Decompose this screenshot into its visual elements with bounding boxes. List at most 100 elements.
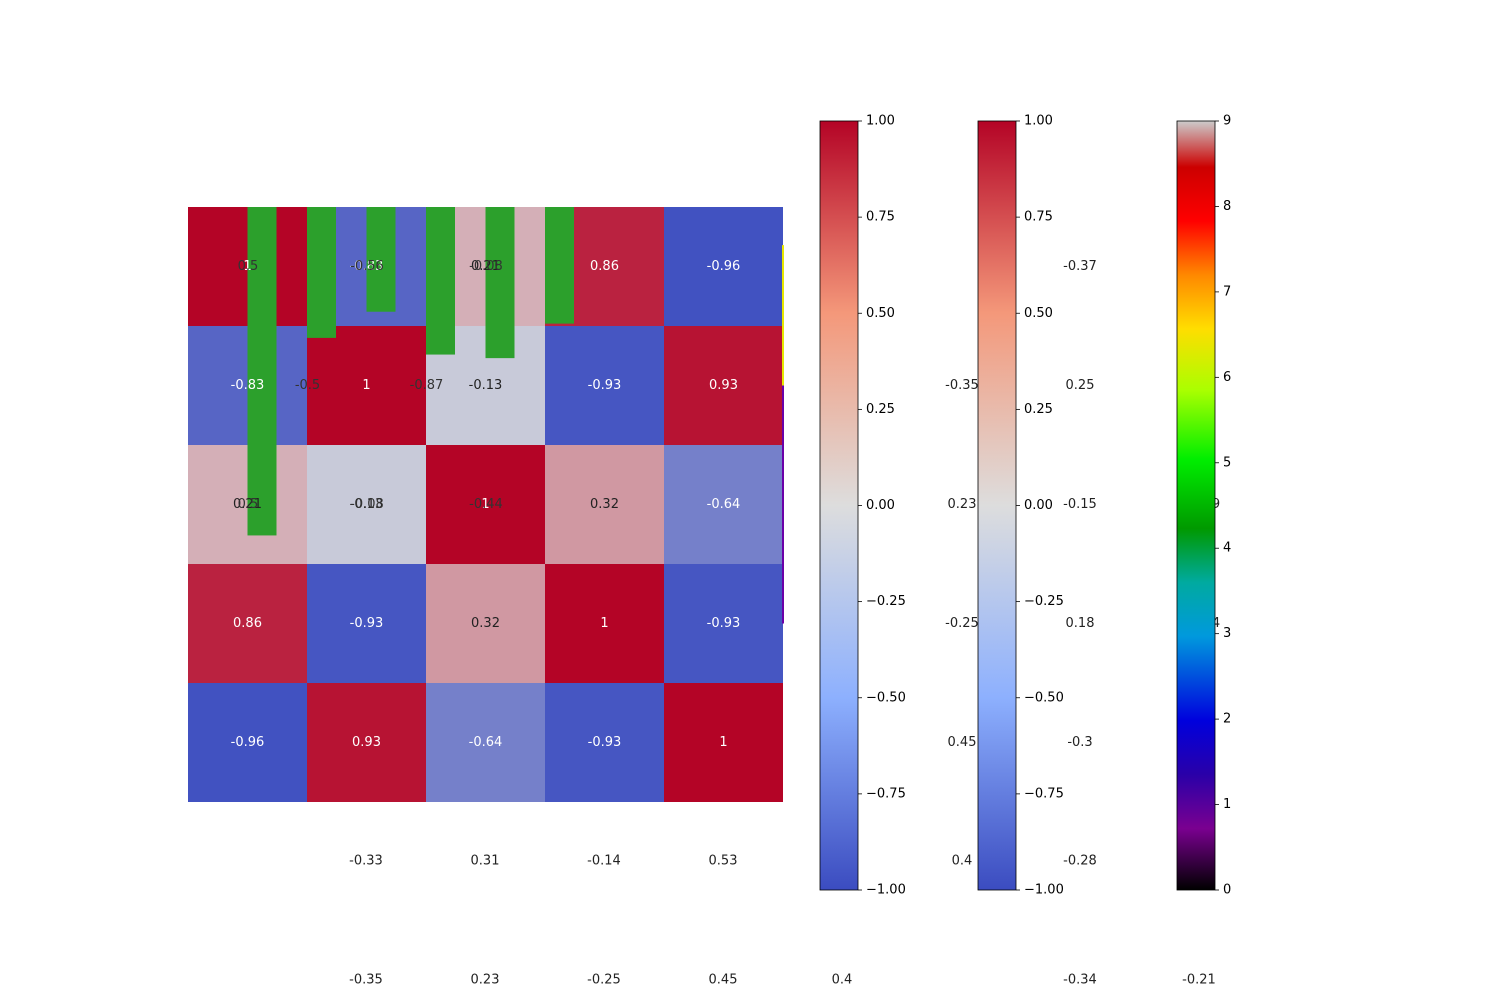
- colorbar-tick-label: −1.00: [1024, 883, 1064, 898]
- heatmap-cell: [545, 445, 664, 564]
- overlay-label: -0.08: [469, 259, 503, 274]
- colorbar-tick-label: 0.25: [866, 402, 895, 417]
- colorbar-tick-label: 1: [1223, 797, 1231, 812]
- heatmap-cell: [664, 683, 783, 802]
- green-bar: [545, 207, 574, 324]
- heatmap-cell: [664, 445, 783, 564]
- green-bars: [247, 207, 784, 624]
- colorbar-tick-label: 0.50: [1024, 306, 1053, 321]
- heatmap-cell: [545, 564, 664, 683]
- colorbar-tick-label: 9: [1223, 114, 1231, 129]
- cell-value-label: 1: [243, 259, 251, 274]
- colorbars: 1.00 0.75 0.50 0.25 0.00 −0.25 −0.50 −0.75 −1.00…: [819, 114, 1231, 898]
- cell-value-label: 0.21: [233, 497, 262, 512]
- cell-value-label: -0.13: [350, 497, 384, 512]
- side-value-label: 4: [1212, 616, 1220, 631]
- overlay-label: 0.5: [238, 259, 259, 274]
- cell-value-label: 0.93: [352, 735, 381, 750]
- cell-value-label: -0.13: [469, 378, 503, 393]
- side-value-label: 0.45: [948, 735, 977, 750]
- cell-value-label: -0.93: [350, 616, 384, 631]
- colorbar-tick-label: 1.00: [1024, 114, 1053, 129]
- side-value-label: 0.4: [952, 854, 973, 869]
- green-bar: [366, 207, 396, 312]
- cell-value-label: 1: [719, 735, 727, 750]
- bottom-value-label: -0.25: [587, 973, 621, 988]
- heatmap-cells: [188, 207, 783, 802]
- side-value-label: -0.35: [945, 378, 979, 393]
- colorbar-tick-label: 8: [1223, 199, 1231, 214]
- cell-value-label: -0.64: [469, 735, 503, 750]
- side-value-label: 9: [1212, 497, 1220, 512]
- bottom-value-label: 0.23: [471, 973, 500, 988]
- overlay-label: -0.44: [469, 497, 503, 512]
- green-bar: [426, 207, 455, 355]
- side-value-label: 0.23: [948, 497, 977, 512]
- heatmap-cell: [664, 207, 783, 326]
- cell-value-label: 0.86: [590, 259, 619, 274]
- cell-value-label: -0.93: [588, 735, 622, 750]
- heatmap-cell: [426, 445, 545, 564]
- cell-value-label: 1: [600, 616, 608, 631]
- cell-labels: 1 -0.83 0.21 0.86 -0.96 -0.83 1 -0.13 -0.93 0.93 0…: [231, 259, 741, 750]
- bottom-value-label: -0.21: [1182, 973, 1216, 988]
- bottom-value-label: -0.35: [349, 973, 383, 988]
- bottom-value-label: -0.34: [1063, 973, 1097, 988]
- bottom-value-label: -0.33: [349, 854, 383, 869]
- colorbar-1: [819, 120, 859, 891]
- colorbar-tick-label: −0.50: [1024, 690, 1064, 705]
- colorbar-tick-label: 7: [1223, 284, 1231, 299]
- colorbar-tick-label: −0.25: [866, 594, 906, 609]
- bottom-value-label: 0.53: [709, 854, 738, 869]
- side-value-label: 0.25: [1066, 378, 1095, 393]
- heatmap-cell: [426, 683, 545, 802]
- green-bar: [247, 207, 277, 536]
- green-bar: [485, 207, 515, 359]
- side-value-label: -0.25: [945, 616, 979, 631]
- heatmap-cell: [188, 564, 307, 683]
- cell-value-label: 1: [481, 497, 489, 512]
- colorbar-tick-label: 0.00: [866, 498, 895, 513]
- heatmap-cell: [545, 683, 664, 802]
- cell-value-label: 0.93: [709, 378, 738, 393]
- cell-value-label: -0.96: [231, 735, 265, 750]
- cell-value-label: -0.93: [707, 616, 741, 631]
- colorbar-tick-label: 4: [1223, 541, 1231, 556]
- cell-value-label: 0.32: [471, 616, 500, 631]
- colorbar-tick-label: −0.25: [1024, 594, 1064, 609]
- colorbar-tick-label: 2: [1223, 712, 1231, 727]
- colorbar-tick-label: −0.75: [1024, 786, 1064, 801]
- side-value-label: 0.18: [1066, 616, 1095, 631]
- heatmap-cell: [664, 326, 783, 445]
- heatmap-cell: [307, 326, 426, 445]
- side-value-label: -0.37: [1063, 259, 1097, 274]
- colorbar-tick-label: −0.75: [866, 786, 906, 801]
- bottom-value-label: -0.14: [587, 854, 621, 869]
- cell-value-label: -0.64: [707, 497, 741, 512]
- colorbar-tick-label: 0.75: [1024, 210, 1053, 225]
- colorbar-tick-label: 0.75: [866, 210, 895, 225]
- colorbar-tick-label: −1.00: [866, 883, 906, 898]
- colorbar-tick-label: 0.50: [866, 306, 895, 321]
- overlay-label: -0.5: [295, 378, 320, 393]
- heatmap-cell: [426, 564, 545, 683]
- bottom-value-label: 0.4: [832, 973, 853, 988]
- colorbar-tick-label: 1.00: [866, 114, 895, 129]
- heatmap-cell: [307, 445, 426, 564]
- cell-value-label: -0.96: [707, 259, 741, 274]
- overlay-label: -0.56: [350, 259, 384, 274]
- extra-labels: -0.37 -0.35 0.25 0.23 -0.15 9 -0.25 0.18 4 0.45 -0…: [349, 259, 1220, 988]
- overlay-label: 0.5: [238, 497, 259, 512]
- colorbar-tick-label: 0.00: [1024, 498, 1053, 513]
- cell-value-label: 1: [362, 378, 370, 393]
- cell-value-label: 0.32: [590, 497, 619, 512]
- cell-value-label: -0.93: [588, 378, 622, 393]
- colorbar-tick-label: 0: [1223, 883, 1231, 898]
- side-value-label: -0.15: [1063, 497, 1097, 512]
- green-bar: [307, 207, 336, 338]
- cell-value-label: 0.21: [471, 259, 500, 274]
- colorbar-tick-label: 6: [1223, 370, 1231, 385]
- colorbar-2: [977, 120, 1017, 891]
- colorbar-tick-label: 0.25: [1024, 402, 1053, 417]
